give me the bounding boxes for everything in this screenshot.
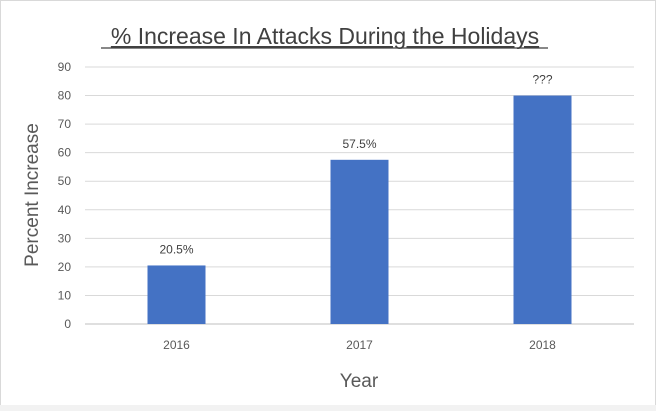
y-tick-label: 50 [58, 174, 72, 188]
x-tick-label: 2017 [346, 338, 373, 352]
x-axis-ticks: 2016 2017 2018 [163, 338, 556, 352]
y-tick-label: 10 [58, 288, 72, 302]
x-tick-label: 2016 [163, 338, 190, 352]
y-tick-label: 60 [58, 146, 72, 160]
sheet-strip [0, 405, 656, 411]
y-axis-label: Percent Increase [22, 123, 43, 267]
bars [147, 95, 572, 324]
x-axis-label: Year [340, 371, 379, 392]
data-label: 20.5% [159, 242, 193, 256]
y-tick-label: 80 [58, 89, 72, 103]
x-tick-label: 2018 [529, 338, 556, 352]
bar-2018 [513, 95, 572, 324]
bar-2016 [147, 265, 206, 324]
y-tick-label: 0 [64, 317, 71, 331]
y-axis-ticks: 0 10 20 30 40 50 60 70 80 90 [58, 60, 72, 331]
chart-title: % Increase In Attacks During the Holiday… [111, 23, 539, 49]
y-tick-label: 20 [58, 260, 72, 274]
y-tick-label: 70 [58, 117, 72, 131]
data-labels: 20.5% 57.5%??? [159, 73, 552, 257]
data-label: ??? [532, 73, 552, 87]
data-label: 57.5% [342, 137, 376, 151]
y-tick-label: 90 [58, 60, 72, 74]
y-tick-label: 30 [58, 231, 72, 245]
y-tick-label: 40 [58, 203, 72, 217]
bar-2017 [330, 159, 389, 324]
